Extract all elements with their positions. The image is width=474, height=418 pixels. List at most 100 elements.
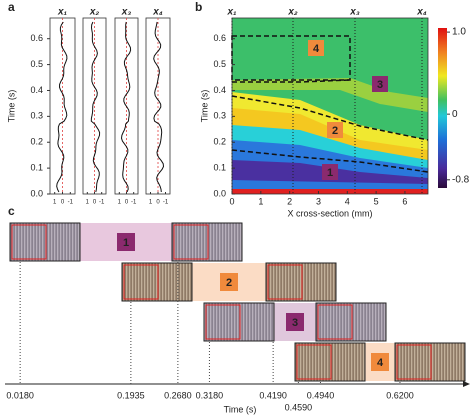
column-label: x₂ xyxy=(287,7,298,18)
column-label: x₁ xyxy=(57,7,68,18)
frame-image xyxy=(294,342,366,382)
region-label: 2 xyxy=(332,125,338,137)
frame-highlight xyxy=(173,224,209,260)
y-tick-label: 0.0 xyxy=(213,188,226,198)
frame-image xyxy=(9,222,81,262)
frame-image xyxy=(394,342,466,382)
profile-curve xyxy=(120,21,132,193)
frame-image xyxy=(121,262,193,302)
x-tick-label: 3 xyxy=(316,196,321,206)
y-tick-label: 0.2 xyxy=(30,137,43,147)
colorbar-tick-label: 0 xyxy=(452,109,458,120)
column-label: x₄ xyxy=(416,7,427,18)
profile-curve xyxy=(90,21,101,193)
dashed-boundary xyxy=(231,149,429,173)
region-box xyxy=(327,122,343,138)
y-tick-label: 0.6 xyxy=(30,33,43,43)
frame-image xyxy=(315,302,387,342)
stage-label: 1 xyxy=(123,237,129,249)
x-axis-label: X cross-section (mm) xyxy=(287,208,372,218)
x-tick-label: 0.1935 xyxy=(117,390,145,400)
stage-label: 3 xyxy=(292,317,298,329)
region-box xyxy=(372,76,388,92)
column-label: x₄ xyxy=(152,7,163,18)
column-label: x₃ xyxy=(349,7,360,18)
colorbar xyxy=(438,28,447,188)
x-tick-label: 0 xyxy=(61,200,65,206)
y-tick-label: 0.4 xyxy=(30,85,43,95)
y-tick-label: 0.1 xyxy=(213,162,226,172)
y-tick-label: 0.5 xyxy=(213,59,226,69)
y-tick-label: 0.5 xyxy=(30,59,43,69)
axis-arrow xyxy=(463,381,470,387)
profile-curve xyxy=(153,21,165,193)
x-tick-label: 0 xyxy=(93,200,97,206)
frame-highlight xyxy=(396,344,432,380)
colorbar-tick-label: 1.0 xyxy=(452,27,466,38)
stage-box xyxy=(220,273,238,291)
frame-highlight xyxy=(123,264,159,300)
x-tick-label: 0 xyxy=(229,196,234,206)
y-axis-label: Time (s) xyxy=(199,90,209,123)
x-tick-label: 0 xyxy=(125,200,129,206)
y-tick-label: 0.2 xyxy=(213,137,226,147)
frame-image xyxy=(265,262,337,302)
x-tick-label: 1 xyxy=(258,196,263,206)
frame-highlight xyxy=(296,344,332,380)
profile-curve xyxy=(56,21,68,193)
region-outline xyxy=(231,35,351,81)
x-tick-label: 4 xyxy=(345,196,350,206)
x-tick-label: 0.6200 xyxy=(386,390,414,400)
frame-highlight xyxy=(317,304,353,340)
dashed-boundary xyxy=(232,79,351,83)
x-tick-label: -1 xyxy=(163,200,169,206)
y-tick-label: 0.3 xyxy=(30,111,43,121)
frame-highlight xyxy=(205,304,241,340)
x-tick-label: -1 xyxy=(68,200,74,206)
stage-box xyxy=(286,313,304,331)
x-tick-label: 0.0180 xyxy=(6,390,34,400)
y-axis-label: Time (s) xyxy=(6,90,16,123)
region-label: 3 xyxy=(377,79,383,91)
x-tick-label: -1 xyxy=(99,200,105,206)
x-tick-label: 1 xyxy=(118,200,122,206)
y-tick-label: 0.0 xyxy=(30,188,43,198)
stage-label: 4 xyxy=(377,357,384,369)
panel-label: a xyxy=(8,0,15,14)
frame-image xyxy=(203,302,275,342)
frame-highlight xyxy=(267,264,303,300)
dashed-boundary xyxy=(231,95,429,141)
x-tick-label: 1 xyxy=(149,200,153,206)
column-label: x₃ xyxy=(121,7,132,18)
x-tick-label: 0.4940 xyxy=(307,390,335,400)
column-label: x₁ xyxy=(226,7,237,18)
x-tick-label: 0.4190 xyxy=(259,390,287,400)
x-tick-label: -1 xyxy=(131,200,137,206)
panel-label: c xyxy=(8,204,15,218)
frame-image xyxy=(171,222,243,262)
x-tick-label: 0.3180 xyxy=(196,390,224,400)
region-box xyxy=(322,164,338,180)
frame-highlight xyxy=(11,224,47,260)
heatmap-band xyxy=(232,189,428,194)
region-box xyxy=(308,40,324,56)
column-label: x₂ xyxy=(89,7,100,18)
colorbar-tick-label: -0.8 xyxy=(452,174,470,185)
stage-box xyxy=(371,353,389,371)
stage-box xyxy=(117,233,135,251)
x-tick-label: 0.4590 xyxy=(285,402,313,412)
region-label: 1 xyxy=(327,167,333,179)
x-tick-label: 1 xyxy=(86,200,90,206)
y-tick-label: 0.4 xyxy=(213,85,226,95)
x-tick-label: 6 xyxy=(402,196,407,206)
y-tick-label: 0.1 xyxy=(30,162,43,172)
stage-label: 2 xyxy=(226,277,232,289)
x-tick-label: 0.2680 xyxy=(164,390,192,400)
x-tick-label: 1 xyxy=(53,200,57,206)
x-tick-label: 0 xyxy=(156,200,160,206)
x-tick-label: 2 xyxy=(287,196,292,206)
y-tick-label: 0.3 xyxy=(213,111,226,121)
x-axis-label: Time (s) xyxy=(224,404,257,414)
heatmap-band xyxy=(232,78,428,112)
